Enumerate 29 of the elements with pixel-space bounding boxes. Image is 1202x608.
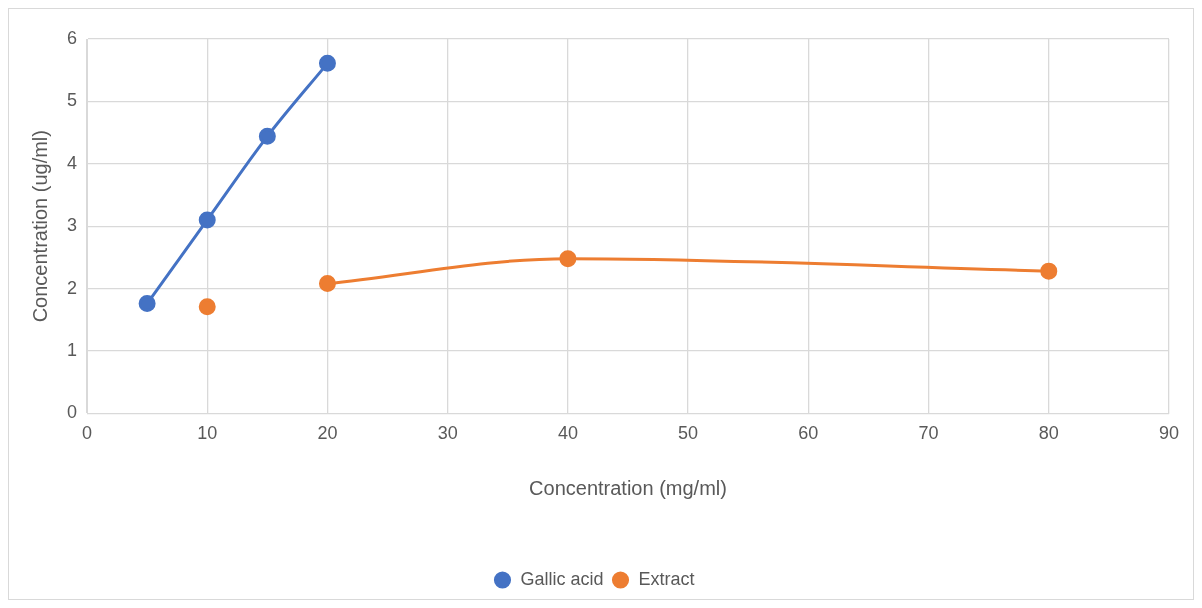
x-tick-label: 0 (82, 423, 93, 444)
y-tick-label: 6 (67, 27, 78, 48)
point (559, 250, 577, 268)
point (318, 54, 336, 72)
point (258, 127, 276, 145)
x-axis-title: Concentration (mg/ml) (529, 476, 727, 499)
y-tick-label: 3 (67, 215, 78, 236)
x-tick-label: 70 (918, 423, 939, 444)
legend-label: Gallic acid (520, 568, 604, 589)
point (198, 298, 216, 316)
legend-label: Extract (638, 568, 695, 589)
x-tick-label: 80 (1038, 423, 1059, 444)
point (138, 295, 156, 313)
y-tick-label: 4 (67, 152, 78, 173)
y-tick-label: 1 (67, 339, 78, 360)
x-tick-label: 20 (317, 423, 338, 444)
point (198, 211, 216, 229)
y-tick-label: 2 (67, 277, 78, 298)
point (1040, 262, 1058, 280)
x-tick-label: 50 (678, 423, 699, 444)
x-tick-label: 40 (557, 423, 578, 444)
point (318, 275, 336, 293)
y-tick-label: 5 (67, 90, 78, 111)
x-tick-label: 30 (437, 423, 458, 444)
y-axis-title: Concentration (ug/ml) (28, 130, 51, 323)
y-tick-label: 0 (67, 402, 78, 423)
x-tick-label: 60 (798, 423, 819, 444)
x-tick-label: 90 (1158, 423, 1180, 444)
x-tick-label: 10 (197, 423, 218, 444)
